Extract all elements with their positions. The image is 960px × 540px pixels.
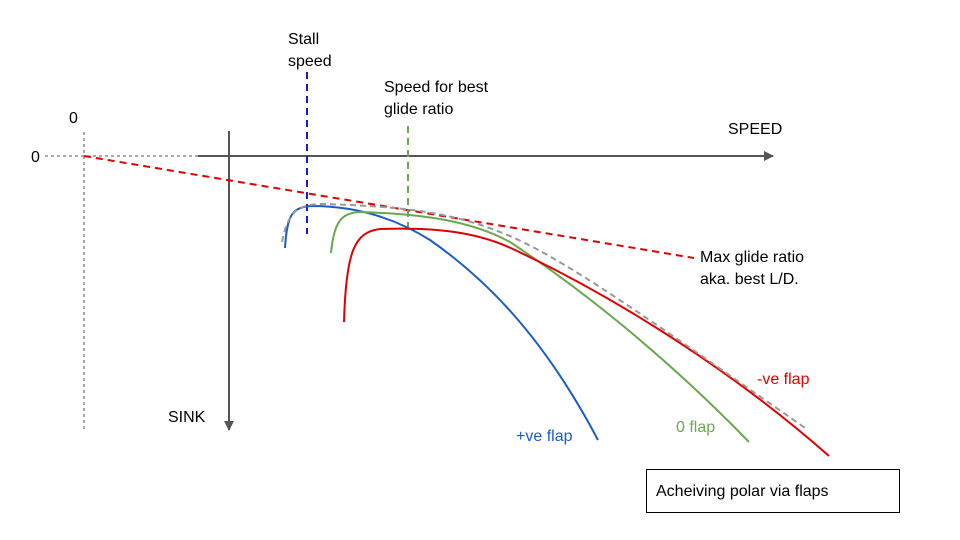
stall-speed-label: Stall speed bbox=[288, 31, 332, 70]
negative-flap-label: -ve flap bbox=[757, 371, 810, 388]
speed-axis-label: SPEED bbox=[728, 121, 782, 138]
positive-flap-label: +ve flap bbox=[516, 428, 573, 445]
sink-axis-label: SINK bbox=[168, 409, 206, 426]
max-glide-label: Max glide ratio aka. best L/D. bbox=[700, 249, 804, 288]
caption-box: Acheiving polar via flaps bbox=[646, 469, 900, 513]
zero-flap-label: 0 flap bbox=[676, 419, 715, 436]
max-glide-tangent-line bbox=[83, 155, 695, 259]
negative-flap-curve bbox=[343, 227, 830, 457]
origin-x-label: 0 bbox=[69, 110, 78, 127]
best-glide-speed-label: Speed for best glide ratio bbox=[384, 79, 489, 118]
zero-flap-curve bbox=[330, 210, 750, 443]
origin-y-label: 0 bbox=[31, 149, 40, 166]
caption-text: Acheiving polar via flaps bbox=[656, 483, 829, 500]
envelope-curve bbox=[281, 202, 809, 431]
